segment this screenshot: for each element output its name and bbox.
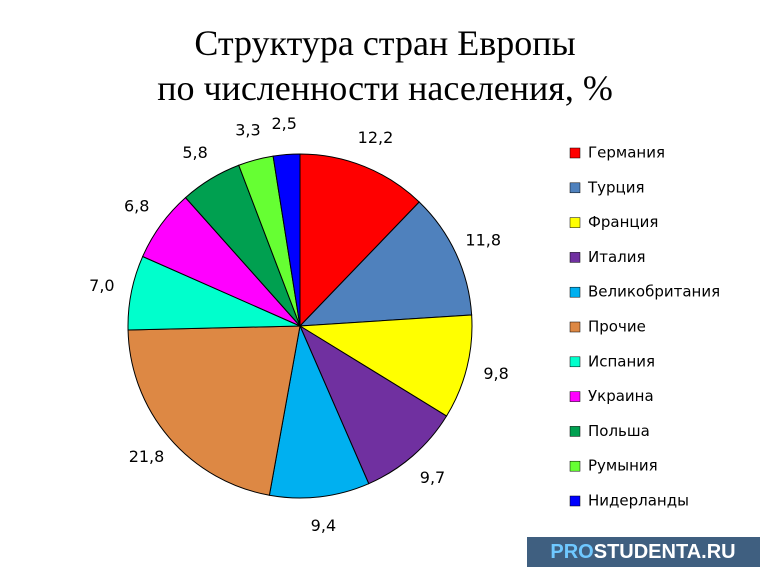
pie-slice	[298, 314, 473, 417]
legend-label: Польша	[588, 422, 650, 440]
chart-title: Структура стран Европы	[194, 23, 575, 63]
pie-slice	[272, 153, 301, 327]
legend-swatch	[569, 217, 581, 228]
legend-label: Нидерланды	[588, 492, 689, 510]
legend-swatch	[569, 495, 581, 507]
legend-swatch	[569, 252, 581, 263]
data-label: 6,8	[124, 197, 149, 216]
legend-swatch	[569, 286, 581, 298]
chart-title: по численности населения, %	[157, 68, 613, 108]
legend-label: Украина	[588, 387, 654, 405]
legend-swatch	[569, 356, 581, 368]
data-label: 21,8	[129, 447, 165, 466]
data-label: 3,3	[235, 120, 260, 139]
legend-label: Италия	[588, 248, 646, 266]
watermark-text: STUDENTA.RU	[594, 541, 736, 563]
watermark-prefix: PRO	[550, 541, 593, 563]
legend-label: Германия	[588, 144, 665, 162]
data-label: 9,7	[420, 468, 445, 487]
data-label: 5,8	[182, 143, 207, 162]
data-label: 9,8	[483, 364, 508, 383]
legend-label: Прочие	[588, 318, 646, 336]
watermark: PROSTUDENTA.RU	[550, 541, 735, 563]
legend-swatch	[569, 321, 581, 333]
legend-label: Турция	[587, 178, 645, 196]
data-label: 7,0	[89, 276, 114, 295]
data-label: 2,5	[271, 114, 296, 133]
legend-swatch	[569, 182, 581, 194]
legend-label: Румыния	[588, 457, 658, 475]
legend-swatch	[569, 391, 581, 402]
data-label: 12,2	[358, 128, 394, 147]
data-label: 11,8	[465, 230, 501, 249]
pie-slice	[298, 201, 473, 327]
legend-label: Испания	[588, 352, 655, 370]
pie-slice	[268, 324, 370, 499]
pie-slice	[127, 325, 301, 496]
legend-swatch	[569, 460, 581, 472]
legend-swatch	[569, 147, 581, 159]
pie-slice	[299, 153, 420, 328]
legend-label: Франция	[588, 213, 658, 231]
watermark-box	[527, 537, 760, 567]
data-label: 9,4	[311, 516, 336, 535]
legend-swatch	[569, 426, 581, 437]
pie-slice	[298, 324, 448, 485]
legend-label: Великобритания	[588, 283, 720, 301]
